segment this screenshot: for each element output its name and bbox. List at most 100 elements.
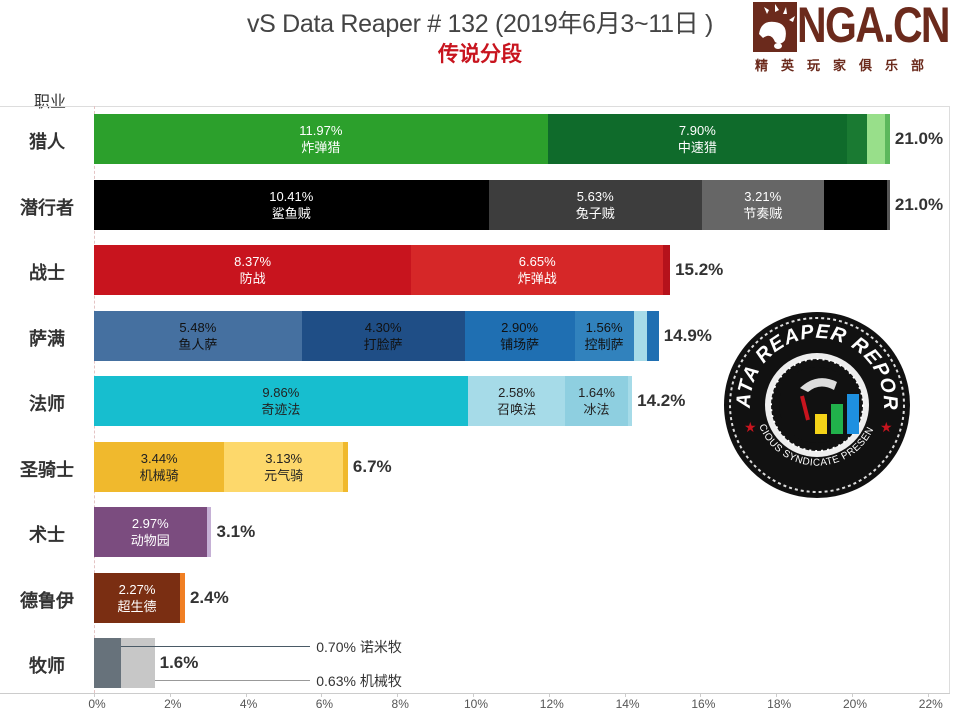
x-tick-label: 0% [88, 697, 106, 711]
bar-segment[interactable] [94, 638, 121, 688]
logo-text: NGA.CN [797, 0, 951, 53]
bar-segment[interactable] [884, 114, 890, 164]
segment-value: 2.58% [498, 385, 536, 400]
bar-segment[interactable]: 3.13% 元气骑 [224, 441, 343, 492]
bar-segment[interactable]: 5.63% 兔子贼 [488, 179, 702, 230]
segment-archetype: 动物园 [130, 533, 170, 548]
tick-mark [245, 693, 247, 697]
segment-value: 9.86% [262, 385, 300, 400]
tick-mark [321, 693, 323, 697]
x-axis-line [0, 693, 950, 694]
segment-value: 8.37% [234, 254, 272, 269]
bar-segment[interactable]: 3.21% 节奏贼 [701, 179, 824, 230]
segment-archetype: 炸弹猎 [301, 140, 341, 155]
segment-archetype: 冰法 [583, 402, 610, 417]
bar-segment[interactable]: 11.97% 炸弹猎 [94, 114, 548, 164]
segment-archetype: 炸弹战 [517, 271, 557, 286]
bar-segment[interactable]: 7.90% 中速猎 [547, 114, 848, 164]
x-tick-label: 16% [691, 697, 716, 711]
bar-segment[interactable]: 9.86% 奇迹法 [94, 376, 468, 426]
bar-segment[interactable]: 2.97% 动物园 [94, 507, 207, 557]
segment-archetype: 召唤法 [497, 402, 537, 417]
bar-segment[interactable]: 2.58% 召唤法 [467, 376, 566, 426]
bar-segment[interactable]: 6.65% 炸弹战 [411, 245, 664, 295]
svg-text:★: ★ [744, 419, 757, 435]
bar-segment[interactable] [847, 114, 868, 164]
segment-archetype: 鱼人萨 [178, 336, 218, 352]
x-tick-label: 18% [767, 697, 792, 711]
segment-value: 1.64% [578, 385, 615, 400]
bar-segment[interactable] [633, 310, 647, 361]
tick-mark [548, 693, 550, 697]
bar-segment[interactable]: 2.90% 铺场萨 [464, 310, 575, 361]
stacked-bar: 8.37% 防战 6.65% 炸弹战 [94, 245, 671, 295]
segment-archetype: 元气骑 [264, 467, 304, 483]
bar-segment[interactable] [823, 179, 888, 230]
bar-segment[interactable] [206, 507, 212, 557]
segment-value: 1.56% [585, 319, 623, 335]
segment-value: 2.97% [131, 516, 169, 531]
x-tick-label: 10% [463, 697, 489, 711]
stacked-bar: 3.44% 机械骑 3.13% 元气骑 [94, 441, 348, 492]
x-tick-label: 4% [239, 697, 258, 711]
segment-value: 3.13% [265, 450, 303, 466]
x-tick-label: 6% [315, 697, 334, 711]
row-total: 14.2% [637, 391, 686, 410]
segment-archetype: 超生德 [117, 598, 157, 614]
bar-segment[interactable] [663, 245, 671, 295]
segment-value: 6.65% [518, 254, 556, 269]
callout-line [120, 646, 311, 647]
segment-archetype: 奇迹法 [261, 402, 301, 417]
row-label: 战士 [29, 263, 65, 283]
bar-segment[interactable]: 1.64% 冰法 [565, 376, 628, 426]
x-tick-label: 2% [164, 697, 182, 711]
paw-icon [753, 2, 797, 52]
row-total: 14.9% [663, 325, 712, 345]
row-total: 21.0% [894, 129, 944, 148]
bar-segment[interactable] [343, 441, 348, 492]
segment-value: 2.90% [501, 319, 539, 335]
bar-segment[interactable]: 5.48% 鱼人萨 [94, 310, 302, 361]
bar-segment[interactable] [887, 179, 890, 230]
tick-mark [624, 693, 626, 697]
x-tick-label: 8% [391, 697, 409, 711]
segment-archetype: 控制萨 [584, 336, 624, 352]
segment-archetype: 机械骑 [139, 467, 179, 483]
logo-subtext: 精英玩家俱乐部 [755, 58, 938, 73]
tick-mark [927, 693, 929, 697]
segment-archetype: 打脸萨 [363, 336, 403, 352]
bar-segment[interactable]: 8.37% 防战 [94, 245, 412, 295]
row-label: 潜行者 [20, 197, 74, 218]
segment-archetype: 铺场萨 [500, 336, 540, 352]
tick-mark [700, 693, 702, 697]
row-label: 德鲁伊 [20, 590, 74, 611]
bar-segment[interactable] [646, 310, 659, 361]
bar-segment[interactable]: 1.56% 控制萨 [574, 310, 634, 361]
segment-value: 3.21% [744, 188, 782, 204]
bar-segment[interactable]: 3.44% 机械骑 [94, 441, 225, 492]
stacked-bar: 5.48% 鱼人萨 4.30% 打脸萨 2.90% 铺场萨 1.56% 控制萨 [94, 310, 659, 361]
segment-value: 4.30% [364, 319, 402, 335]
x-tick-label: 22% [918, 697, 943, 711]
segment-archetype: 兔子贼 [575, 205, 615, 221]
bar-segment[interactable] [180, 572, 185, 623]
tick-mark [94, 693, 95, 697]
chart-title: vS Data Reaper # 132 (2019年6月3~11日 ) [246, 10, 714, 38]
callout-label: 0.63% 机械牧 [316, 673, 402, 689]
row-total: 6.7% [352, 456, 392, 476]
segment-archetype: 防战 [239, 271, 266, 286]
stacked-bar: 11.97% 炸弹猎 7.90% 中速猎 [94, 114, 890, 164]
row-total: 3.1% [216, 522, 256, 541]
svg-text:★: ★ [880, 419, 893, 435]
stacked-bar: 10.41% 鲨鱼贼 5.63% 兔子贼 3.21% 节奏贼 [94, 179, 890, 230]
bar-segment[interactable]: 2.27% 超生德 [94, 572, 181, 623]
tick-mark [852, 693, 853, 697]
bar-segment[interactable]: 10.41% 鲨鱼贼 [94, 179, 489, 230]
bar-segment[interactable] [627, 376, 633, 426]
bar-segment[interactable] [867, 114, 885, 164]
row-total: 2.4% [189, 587, 229, 607]
nga-logo: NGA.CN 精英玩家俱乐部 [753, 0, 958, 74]
bar-segment[interactable]: 4.30% 打脸萨 [301, 310, 465, 361]
segment-value: 5.63% [576, 188, 614, 204]
segment-value: 10.41% [269, 188, 314, 204]
